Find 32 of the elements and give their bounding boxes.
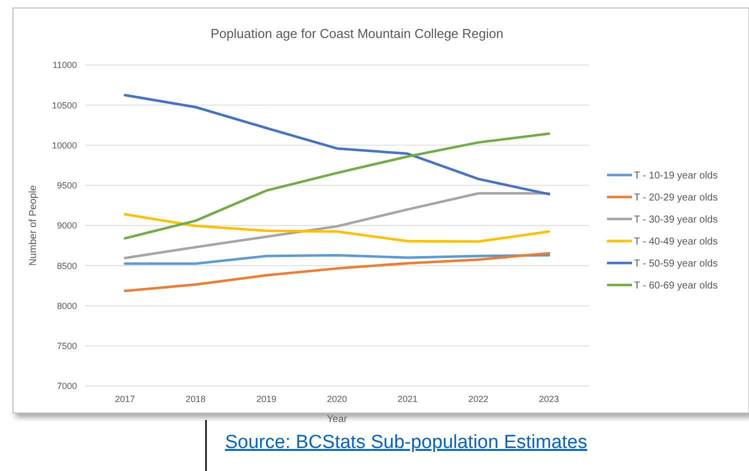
line-series [124, 213, 550, 243]
legend-label: T - 60-69 year olds [634, 280, 718, 292]
y-tick-label: 9000 [56, 220, 77, 231]
y-tick-label: 10500 [52, 100, 77, 110]
source-note: Source: BCStats Sub-population Estimates [225, 432, 588, 453]
x-tick-label: 2022 [468, 394, 488, 404]
y-axis-title: Number of People [28, 184, 39, 266]
x-tick-label: 2021 [398, 394, 418, 404]
x-tick-label: 2019 [256, 394, 276, 404]
chart-title: Popluation age for Coast Mountain College Region [210, 26, 504, 41]
y-tick-label: 7500 [56, 341, 77, 352]
x-tick-label: 2018 [186, 394, 206, 404]
legend-label: T - 10-19 year olds [634, 170, 718, 182]
y-tick-label: 8000 [56, 300, 77, 311]
y-tick-label: 9500 [56, 180, 77, 191]
legend-label: T - 20-29 year olds [634, 192, 718, 204]
y-tick-label: 10000 [52, 140, 77, 150]
legend-label: T - 40-49 year olds [634, 236, 718, 248]
legend-label: T - 30-39 year olds [634, 214, 718, 226]
x-axis-title: Year [326, 414, 348, 425]
line-series [124, 252, 550, 292]
line-series [124, 254, 550, 265]
line-series [124, 94, 550, 196]
x-tick-label: 2017 [114, 394, 136, 404]
line-series [124, 132, 550, 240]
y-tick-label: 11000 [52, 60, 77, 70]
x-tick-label: 2023 [538, 394, 560, 404]
x-tick-label: 2020 [326, 394, 348, 404]
y-tick-label: 8500 [56, 260, 77, 271]
y-tick-label: 7000 [56, 381, 77, 392]
line-series [124, 192, 550, 260]
legend-label: T - 50-59 year olds [634, 258, 718, 270]
